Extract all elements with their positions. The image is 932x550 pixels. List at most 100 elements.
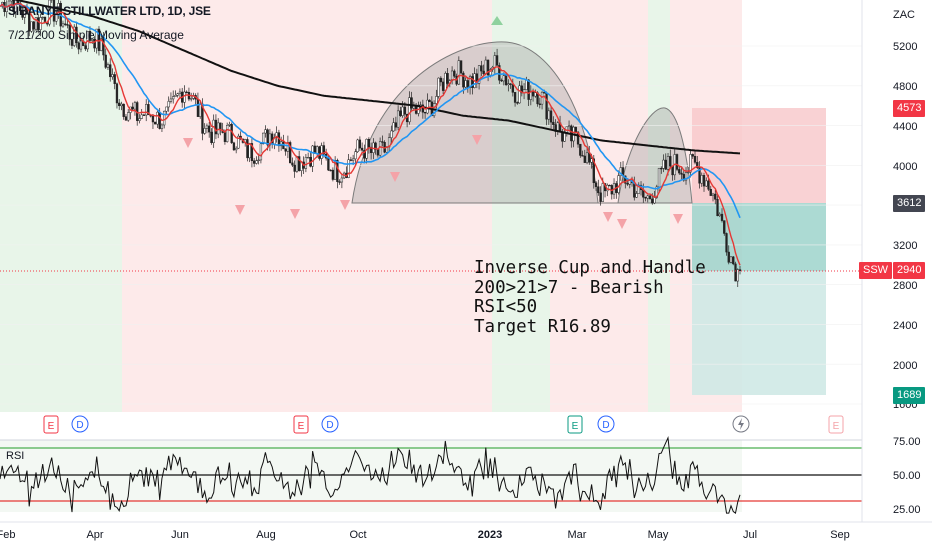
candle-body	[675, 154, 679, 170]
candle-body	[100, 38, 103, 51]
candle-body	[34, 17, 38, 30]
candle-body	[280, 141, 283, 147]
candle-body	[716, 199, 719, 217]
candle-body	[543, 91, 546, 94]
candle-body	[601, 183, 604, 202]
candle-body	[644, 196, 647, 199]
candle-body	[349, 159, 353, 161]
candle-body	[725, 233, 728, 253]
earnings-icon[interactable]	[293, 415, 309, 434]
candle-body	[369, 146, 373, 153]
band-green-1	[0, 0, 122, 412]
candle-body	[489, 69, 492, 76]
candle-body	[583, 155, 586, 163]
candle-body	[453, 70, 456, 77]
earnings-icon-future[interactable]	[828, 415, 844, 434]
candle-body	[115, 83, 119, 104]
candle-body	[32, 21, 35, 30]
candle-body	[205, 125, 209, 129]
candle-body	[594, 182, 598, 187]
candle-body	[340, 177, 344, 183]
sell-marker	[235, 205, 245, 215]
candle-body	[41, 16, 44, 19]
x-tick-label: 2023	[478, 529, 502, 541]
candle-body	[174, 94, 177, 97]
candle-body	[392, 122, 395, 132]
candle-body	[122, 103, 125, 117]
price-tick: 4000	[893, 161, 917, 173]
dividend-icon[interactable]	[71, 415, 89, 433]
x-tick-label: Jun	[171, 529, 189, 541]
handle-shape	[617, 107, 693, 204]
candle-body	[289, 142, 292, 164]
candle-body	[48, 0, 51, 25]
candle-body	[660, 167, 663, 170]
candle-body	[21, 10, 24, 18]
earnings-icon[interactable]	[43, 415, 59, 434]
candle-body	[513, 92, 517, 103]
x-tick-label: Aug	[256, 529, 276, 541]
candle-body	[338, 181, 341, 183]
candle-body	[291, 162, 294, 166]
candle-body	[232, 142, 236, 151]
candle-body	[73, 26, 76, 46]
candle-body	[320, 145, 323, 159]
dividend-icon[interactable]	[597, 415, 615, 433]
candle-body	[113, 74, 116, 84]
candle-body	[403, 106, 407, 115]
candle-body	[250, 143, 254, 161]
candle-body	[118, 102, 121, 107]
candle-body	[626, 182, 629, 185]
candle-body	[178, 91, 182, 94]
stop-zone	[692, 108, 826, 203]
candle-body	[477, 65, 481, 84]
candle-body	[435, 96, 438, 104]
candle-body	[284, 148, 287, 152]
candle-body	[336, 160, 339, 182]
candle-body	[199, 103, 202, 117]
candle-body	[457, 60, 460, 85]
candle-body	[10, 0, 13, 2]
price-tick: 5200	[893, 41, 917, 53]
candle-body	[61, 23, 65, 27]
candle-body	[142, 114, 146, 116]
candle-body	[23, 7, 26, 18]
candle-body	[138, 118, 141, 121]
candle-body	[376, 149, 380, 156]
candle-body	[711, 193, 715, 196]
candle-body	[374, 142, 377, 150]
dividend-icon[interactable]	[321, 415, 339, 433]
candle-body	[219, 122, 222, 131]
candle-body	[597, 186, 600, 194]
candle-body	[106, 64, 110, 68]
candle-body	[160, 124, 164, 129]
dividend-icon-label: D	[602, 420, 609, 431]
earnings-icon[interactable]	[567, 415, 583, 434]
candle-body	[255, 160, 258, 164]
candle-body	[723, 220, 726, 234]
annotation-text: Inverse Cup and Handle 200>21>7 - Bearis…	[474, 258, 706, 337]
candle-body	[91, 39, 94, 41]
candle-body	[120, 103, 123, 107]
candle-body	[444, 73, 447, 91]
candle-body	[7, 0, 11, 8]
candle-body	[718, 213, 721, 217]
lightning-glyph	[738, 418, 744, 430]
candle-body	[498, 65, 501, 81]
sell-marker	[390, 172, 400, 182]
candle-body	[104, 54, 107, 68]
candle-body	[248, 143, 251, 159]
candle-body	[396, 110, 400, 128]
sell-marker	[340, 200, 350, 210]
buy-marker	[491, 16, 503, 25]
x-tick-label: Sep	[830, 529, 850, 541]
candle-body	[399, 110, 402, 116]
candle-body	[196, 98, 200, 117]
candle-body	[561, 131, 564, 142]
candle-body	[331, 169, 335, 180]
candle-body	[441, 81, 445, 91]
x-tick-label: Mar	[568, 529, 587, 541]
candle-body	[437, 77, 440, 97]
candle-body	[549, 110, 553, 123]
candle-body	[698, 167, 701, 184]
